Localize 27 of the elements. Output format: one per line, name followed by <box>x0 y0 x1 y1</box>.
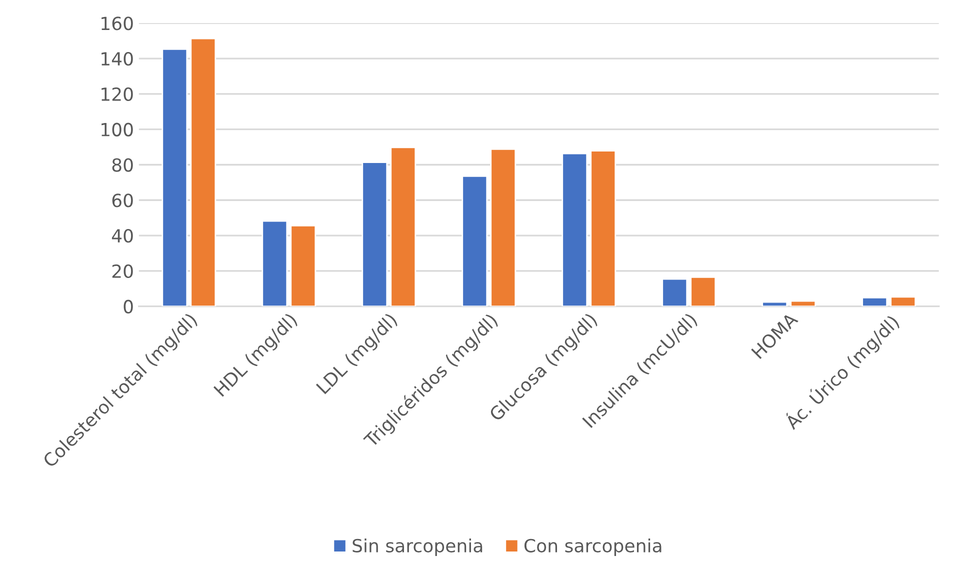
y-tick-label: 100 <box>102 122 133 136</box>
y-tick-label: 40 <box>112 228 133 243</box>
bar <box>190 38 216 306</box>
bar <box>390 146 416 306</box>
legend-label: Con sarcopenia <box>524 538 662 556</box>
bar <box>762 301 788 306</box>
y-tick-label: 80 <box>112 158 133 172</box>
bar <box>862 296 888 306</box>
bar <box>890 296 916 306</box>
bar <box>562 152 588 306</box>
bar <box>590 150 616 306</box>
bar <box>490 148 516 306</box>
legend-label: Sin sarcopenia <box>352 538 482 556</box>
bar <box>362 162 388 306</box>
bar <box>162 48 188 306</box>
y-tick-label: 20 <box>112 264 133 278</box>
bar <box>790 300 816 306</box>
y-tick-label: 0 <box>124 300 133 314</box>
bar <box>262 220 288 306</box>
bar <box>462 176 488 306</box>
y-tick-label: 120 <box>102 87 133 102</box>
bar <box>290 224 316 306</box>
y-tick-label: 60 <box>112 194 133 208</box>
y-tick-label: 160 <box>102 16 133 30</box>
bar <box>690 276 716 306</box>
y-tick-label: 140 <box>102 52 133 66</box>
bar <box>662 278 688 306</box>
